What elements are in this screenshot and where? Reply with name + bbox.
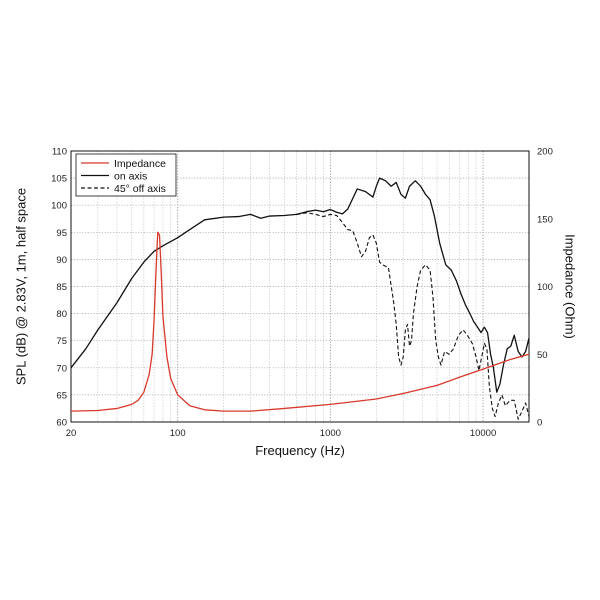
y-tick-label: 105 (51, 174, 67, 185)
y2-tick-label: 200 (537, 147, 553, 158)
y2-tick-label: 50 (537, 350, 548, 361)
y2-tick-label: 100 (537, 282, 553, 293)
legend: Impedance on axis 45° off axis (75, 153, 177, 197)
y-tick-label: 95 (56, 228, 67, 239)
y2-tick-label: 150 (537, 214, 553, 225)
legend-label-on-axis: on axis (114, 170, 147, 182)
y-tick-label: 80 (56, 309, 67, 320)
series-layer (70, 177, 530, 420)
x-tick-label: 1000 (320, 428, 341, 439)
x-tick-label: 10000 (470, 428, 496, 439)
y-axis-title: SPL (dB) @ 2.83V, 1m, half space (13, 188, 28, 385)
y-tick-label: 70 (56, 363, 67, 374)
y2-axis-title: Impedance (Ohm) (563, 234, 578, 339)
impedance-curve (70, 231, 530, 412)
plot-frame (70, 150, 530, 423)
y-tick-label: 100 (51, 201, 67, 212)
y2-tick-label: 0 (537, 418, 542, 429)
x-axis-title: Frequency (Hz) (255, 443, 345, 458)
y-tick-label: 110 (52, 147, 67, 158)
x-tick-label: 20 (66, 428, 77, 439)
y-tick-label: 65 (56, 390, 67, 401)
y-tick-label: 60 (56, 418, 67, 429)
tick-labels: 20 100 1000 10000 60 65 70 75 80 85 90 95 100 105 110 0… (51, 147, 553, 440)
x-tick-label: 100 (170, 428, 186, 439)
y-tick-label: 90 (56, 255, 67, 266)
off-axis-45-curve (296, 212, 530, 420)
y-tick-label: 85 (56, 282, 67, 293)
y-tick-label: 75 (56, 336, 67, 347)
legend-label-off-axis: 45° off axis (114, 183, 166, 195)
legend-label-impedance: Impedance (114, 158, 166, 170)
on-axis-curve (70, 177, 530, 393)
